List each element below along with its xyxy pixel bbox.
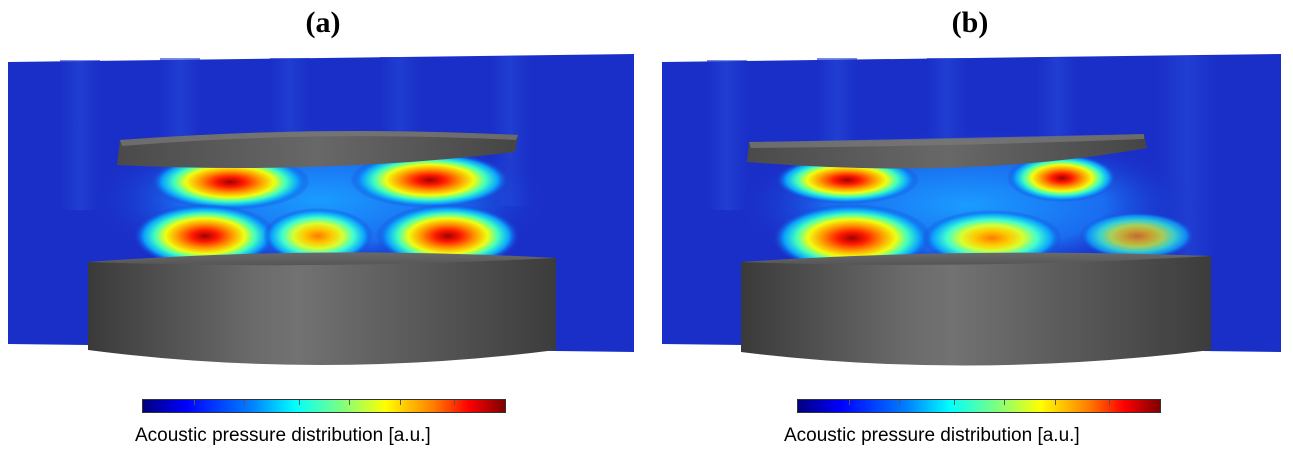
transducer	[88, 253, 556, 365]
panel-label: (b)	[951, 6, 989, 39]
transducer-top	[741, 252, 1211, 265]
colorbar	[142, 399, 506, 413]
colorbar-gradient	[142, 399, 506, 413]
colorbar-label: Acoustic pressure distribution [a.u.]	[135, 425, 431, 446]
acoustic-field-simulation	[8, 54, 634, 365]
colorbar-gradient	[797, 399, 1161, 413]
pressure-node	[1079, 212, 1195, 260]
transducer	[741, 254, 1211, 366]
pressure-node	[350, 152, 510, 208]
reflector	[117, 131, 518, 169]
panel-a: (a) Acoustic pressure distribution [a.u.…	[0, 0, 646, 457]
pressure-node	[263, 208, 373, 264]
colorbar-label: Acoustic pressure distribution [a.u.]	[784, 425, 1080, 446]
pressure-node	[150, 154, 310, 210]
transducer-top	[88, 252, 556, 266]
acoustic-field-simulation	[662, 54, 1281, 366]
colorbar	[797, 399, 1161, 413]
panel-label: (a)	[305, 6, 341, 39]
panel-b: (b) Acoustic pressure distribution [a.u.…	[647, 0, 1293, 457]
pressure-node	[133, 204, 277, 268]
pressure-node	[376, 204, 520, 268]
pressure-node	[922, 210, 1062, 266]
pressure-node	[1007, 154, 1117, 202]
